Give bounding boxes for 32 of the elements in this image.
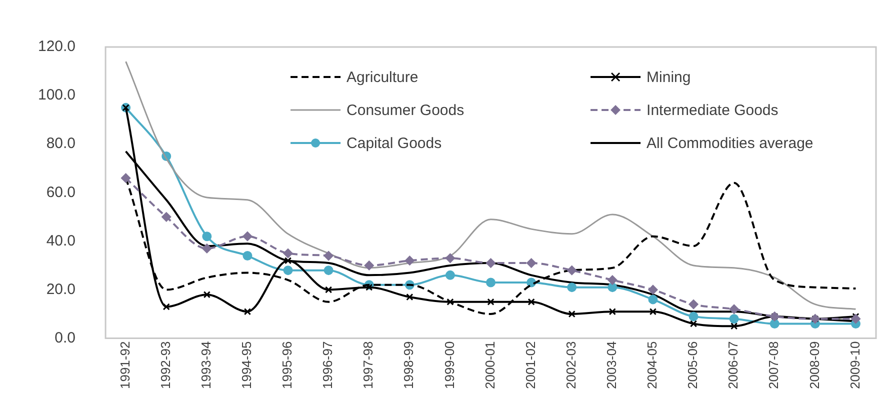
x-tick-label: 1995-96 [280, 341, 295, 390]
legend-label: Agriculture [346, 69, 418, 86]
x-tick-label: 1996-97 [320, 341, 336, 390]
x-tick-label: 2001-02 [522, 341, 538, 390]
y-tick-label: 0.0 [54, 329, 76, 346]
legend-label: All Commodities average [646, 135, 814, 152]
y-tick-label: 40.0 [46, 232, 76, 250]
x-tick-label: 2000-01 [482, 341, 498, 390]
legend-label: Mining [646, 69, 691, 86]
x-tick-label: 2007-08 [766, 341, 782, 390]
y-tick-label: 120.0 [38, 38, 76, 56]
x-tick-label: 2006-07 [726, 341, 741, 390]
y-tick-label: 60.0 [46, 184, 76, 201]
x-tick-label: 2003-04 [604, 341, 619, 390]
y-tick-label: 100.0 [38, 86, 76, 104]
legend-label: Capital Goods [346, 135, 442, 152]
x-tick-label: 1998-99 [401, 341, 416, 390]
legend-label: Intermediate Goods [646, 102, 778, 120]
x-tick-label: 2009-10 [847, 341, 862, 390]
x-tick-label: 1994-95 [239, 341, 254, 390]
x-tick-label: 1997-98 [360, 341, 376, 390]
x-tick-label: 1992-93 [158, 341, 173, 390]
legend-label: Consumer Goods [346, 102, 464, 120]
x-tick-label: 1991-92 [117, 341, 132, 390]
y-tick-label: 20.0 [46, 280, 76, 298]
x-tick-label: 1993-94 [198, 341, 214, 390]
x-tick-label: 2004-05 [644, 341, 660, 390]
y-tick-label: 80.0 [46, 135, 76, 152]
x-tick-label: 2005-06 [685, 341, 700, 390]
x-tick-label: 2002-03 [563, 341, 578, 390]
x-tick-label: 2008-09 [806, 341, 822, 390]
x-tick-label: 1999-00 [442, 341, 457, 390]
